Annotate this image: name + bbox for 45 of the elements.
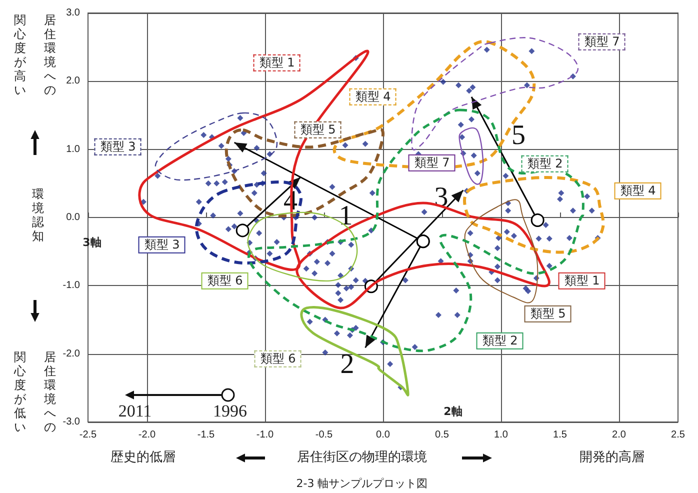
x-tick-label: 1.5 bbox=[553, 430, 568, 440]
text: 居住環境への bbox=[44, 13, 56, 97]
y-tick-label: 1.0 bbox=[66, 144, 80, 155]
annotation: 類型 1 bbox=[253, 54, 301, 72]
x-tick-label: -1.0 bbox=[256, 430, 274, 440]
series-label: 2 bbox=[340, 349, 354, 380]
x-tick-label: 0.0 bbox=[376, 430, 390, 440]
annotation: 類型 5 bbox=[294, 121, 342, 139]
annotation: 類型 2 bbox=[476, 332, 524, 350]
annotation: 類型 7 bbox=[408, 154, 456, 172]
x-tick-label: 0.5 bbox=[435, 430, 450, 440]
annotation: 類型 2 bbox=[521, 155, 569, 173]
x-tick-label: -2.5 bbox=[79, 430, 98, 440]
x-tick-label: 1.0 bbox=[494, 430, 508, 440]
y-tick-label: -3.0 bbox=[62, 416, 80, 428]
y-tick-label: -2.0 bbox=[62, 348, 80, 360]
x-tick-label: -1.5 bbox=[197, 430, 216, 440]
text: 歴史的低層 bbox=[110, 450, 176, 466]
x-tick-label: -0.5 bbox=[315, 430, 334, 440]
y-tick-label: 0.0 bbox=[66, 212, 80, 223]
x-tick-label: 2.0 bbox=[612, 430, 626, 440]
annotation: 類型 6 bbox=[201, 272, 249, 290]
x-axis-title: 居住街区の物理的環境 bbox=[297, 450, 427, 466]
annotation: 類型 5 bbox=[524, 305, 572, 323]
text: 関心度が高い bbox=[14, 13, 26, 97]
annotation: 類型 4 bbox=[349, 88, 397, 106]
text: 居住環境への bbox=[44, 350, 56, 434]
text: 2-3 軸サンプルプロット図 bbox=[296, 476, 428, 490]
y-tick-label: 2.0 bbox=[66, 76, 80, 87]
annotation: 類型 1 bbox=[558, 272, 606, 290]
annotation: 類型 3 bbox=[138, 236, 186, 254]
y-tick-label: 3.0 bbox=[66, 8, 80, 18]
x-tick-label: -2.0 bbox=[138, 430, 156, 440]
annotation: 類型 3 bbox=[94, 138, 142, 156]
annotation: 類型 4 bbox=[614, 182, 662, 200]
annotation: 類型 7 bbox=[578, 33, 626, 51]
y-axis-title: 環境認知 bbox=[32, 187, 44, 243]
y-tick-label: -1.0 bbox=[62, 280, 80, 292]
annotation: 類型 6 bbox=[254, 350, 302, 368]
text: 開発的高層 bbox=[580, 450, 644, 466]
x-tick-label: 2.5 bbox=[671, 430, 686, 440]
annotation: 1996 bbox=[213, 402, 247, 422]
annotation: 2軸 bbox=[444, 404, 462, 418]
text: 関心度が低い bbox=[14, 350, 26, 434]
series-label: 5 bbox=[512, 120, 526, 152]
